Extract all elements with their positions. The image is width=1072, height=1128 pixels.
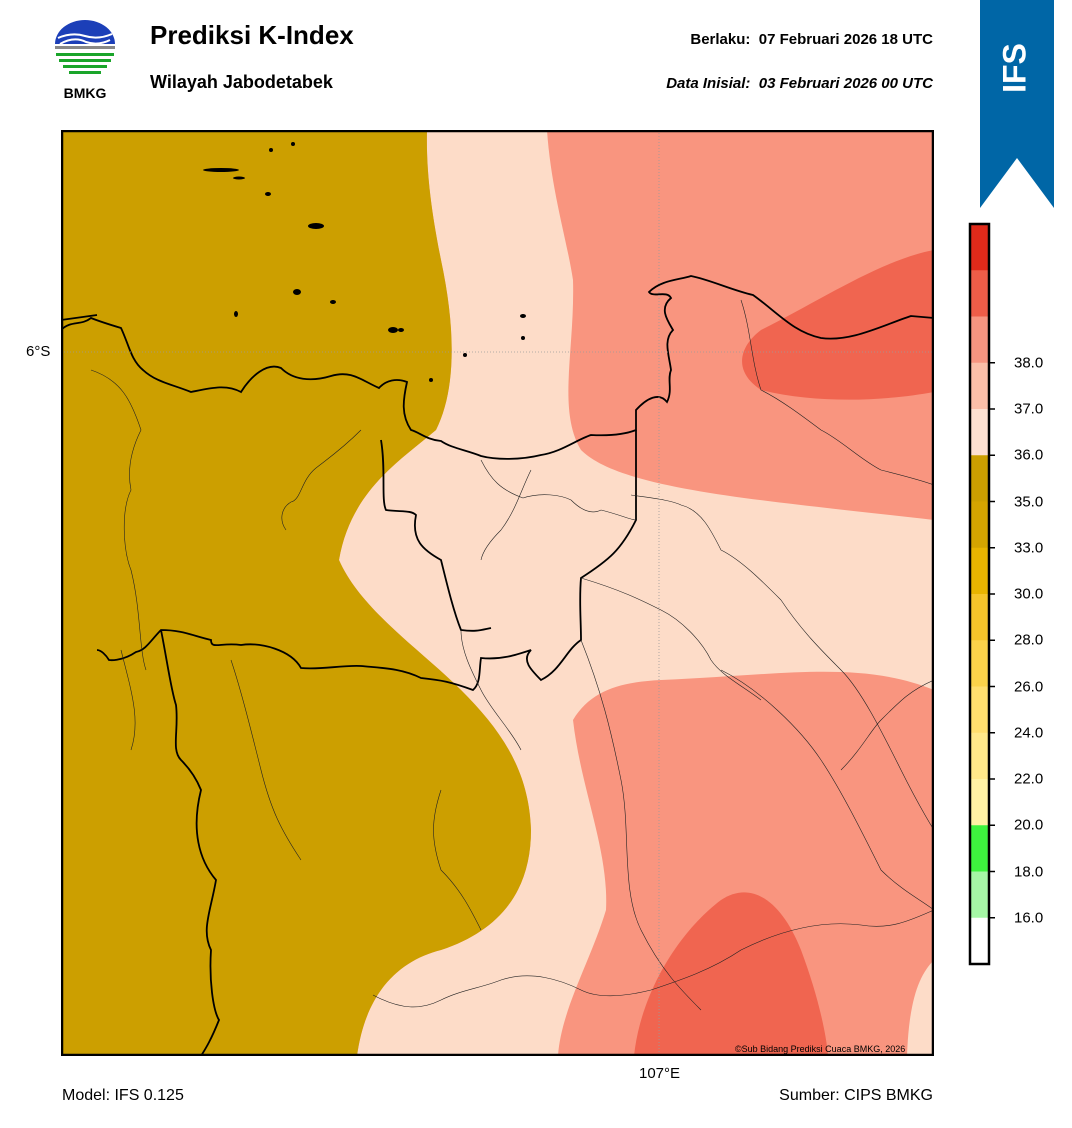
graticule — [61, 130, 934, 1056]
zone-35-36-band — [339, 130, 934, 1056]
map-frame — [60, 129, 935, 1057]
init-label: Data Inisial: — [666, 75, 751, 92]
valid-time-row: Berlaku: 07 Februari 2026 18 UTC — [690, 31, 933, 48]
colorbar-segment — [970, 224, 989, 271]
colorbar-tick-label: 16.0 — [1014, 909, 1044, 927]
colorbar-segment — [970, 732, 989, 780]
longitude-label: 107°E — [639, 1065, 681, 1082]
logo-text: BMKG — [64, 85, 107, 101]
colorbar-segment — [970, 594, 989, 641]
colorbar — [968, 222, 1058, 968]
colorbar-tick-label: 35.0 — [1014, 493, 1044, 510]
map-credit: ©Sub Bidang Prediksi Cuaca BMKG, 2026 — [735, 1044, 906, 1054]
zone-below-35 — [61, 130, 531, 1056]
init-time-row: Data Inisial: 03 Februari 2026 00 UTC — [666, 75, 933, 92]
province-boundary — [96, 430, 637, 1057]
colorbar-segment — [970, 686, 989, 734]
colorbar-tick-label: 22.0 — [1014, 770, 1044, 788]
valid-time: 07 Februari 2026 18 UTC — [758, 31, 933, 48]
colorbar-segment — [970, 871, 989, 919]
colorbar-tick-label: 18.0 — [1014, 863, 1044, 880]
colorbar-tick-label: 36.0 — [1014, 446, 1044, 464]
latitude-label: 6°S — [26, 343, 51, 360]
colorbar-segment — [970, 316, 989, 364]
district-boundaries — [90, 299, 935, 1011]
map-subtitle: Wilayah Jabodetabek — [150, 72, 333, 92]
colorbar-segment — [970, 640, 989, 687]
bmkg-logo-icon: BMKG — [52, 20, 118, 102]
colorbar-tick-label: 26.0 — [1014, 678, 1044, 695]
zone-37-38-northeast — [742, 250, 934, 400]
ribbon-text: IFS — [996, 43, 1032, 93]
zone-35-36-corner — [907, 960, 934, 1056]
colorbar-segment — [970, 825, 989, 872]
colorbar-segment — [970, 455, 989, 502]
colorbar-tick-label: 24.0 — [1014, 724, 1044, 742]
zone-37-38-south — [634, 892, 828, 1056]
valid-label: Berlaku: — [690, 31, 751, 48]
colorbar-segment — [970, 270, 989, 317]
colorbar-tick-label: 30.0 — [1014, 585, 1044, 603]
colorbar-segment — [970, 779, 989, 826]
colorbar-segment — [970, 547, 989, 595]
k-index-map — [60, 129, 935, 1057]
colorbar-tick-label: 37.0 — [1014, 400, 1044, 418]
colorbar-tick-label: 38.0 — [1014, 354, 1044, 372]
colorbar-segment — [970, 917, 989, 965]
model-label: Model: IFS 0.125 — [62, 1087, 184, 1104]
coastline — [60, 275, 935, 460]
ifs-ribbon: IFS — [980, 0, 1054, 208]
colorbar-tick-label: 20.0 — [1014, 816, 1044, 834]
map-title: Prediksi K-Index — [150, 20, 354, 50]
islands — [203, 142, 526, 382]
colorbar-segment — [970, 501, 989, 549]
colorbar-segment — [970, 362, 989, 410]
colorbar-ticks: 16.0 18.0 20.0 22.0 24.0 26.0 28.0 30.0 33.0 35.0… — [1014, 222, 1070, 968]
colorbar-segment — [970, 409, 989, 456]
colorbar-tick-label: 28.0 — [1014, 631, 1044, 649]
colorbar-tick-label: 33.0 — [1014, 539, 1044, 557]
init-time: 03 Februari 2026 00 UTC — [758, 75, 933, 92]
source-label: Sumber: CIPS BMKG — [779, 1087, 933, 1104]
